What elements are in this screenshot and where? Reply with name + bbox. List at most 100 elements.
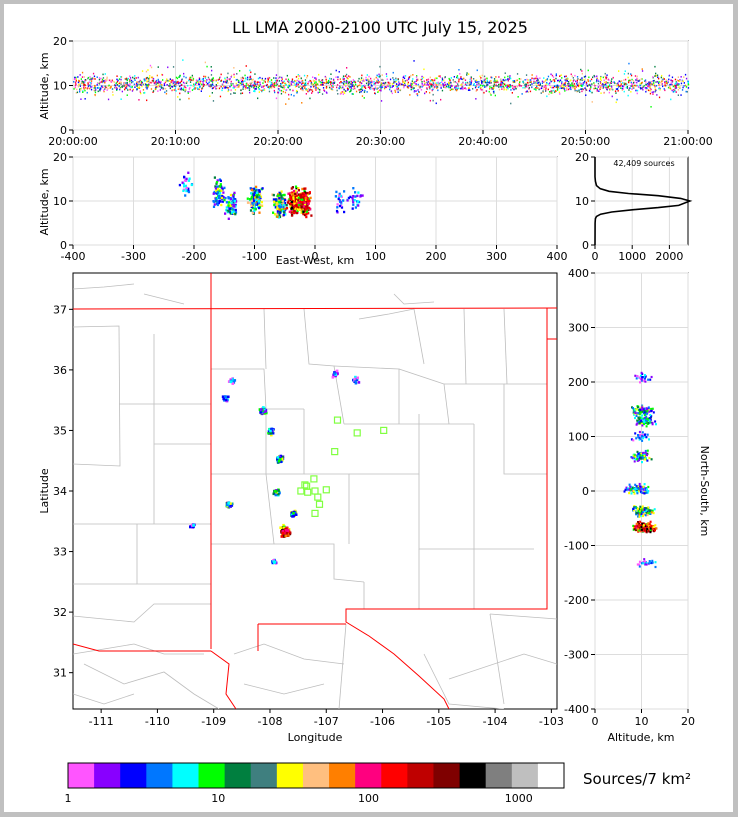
source-point [254, 85, 256, 87]
source-point [183, 82, 186, 85]
source-point [230, 84, 232, 87]
source-point [190, 78, 192, 80]
source-point [618, 80, 620, 82]
source-point [475, 98, 477, 100]
source-point [683, 82, 685, 84]
source-point [622, 85, 624, 87]
source-point [639, 87, 642, 89]
source-point [679, 79, 681, 81]
source-point [104, 80, 106, 82]
source-point [504, 79, 506, 82]
source-point [267, 77, 269, 80]
source-point [422, 76, 425, 79]
source-point [310, 86, 312, 88]
source-point [651, 83, 654, 86]
source-point [219, 95, 222, 98]
x-tick-label: 0 [312, 250, 319, 263]
source-point [107, 85, 109, 87]
source-point [77, 76, 79, 78]
source-cell [357, 191, 360, 194]
source-point [435, 84, 437, 87]
source-point [248, 85, 250, 87]
source-cell [233, 199, 236, 203]
source-point [412, 81, 414, 84]
source-point [434, 83, 436, 86]
source-point [146, 84, 148, 86]
source-point [458, 87, 460, 90]
source-point [671, 89, 673, 92]
source-cell [655, 423, 657, 426]
source-point [202, 78, 204, 80]
source-point [156, 79, 158, 82]
source-cell [642, 514, 644, 518]
source-point [645, 83, 647, 86]
source-cell [293, 211, 296, 214]
source-point [293, 94, 295, 97]
source-cell [646, 417, 649, 420]
source-point [428, 82, 431, 85]
source-point [583, 78, 585, 81]
source-point [116, 88, 118, 91]
source-point [444, 76, 446, 78]
source-point [468, 87, 470, 89]
source-point [202, 81, 204, 84]
source-cell [220, 196, 223, 200]
source-point [628, 62, 630, 65]
source-point [190, 79, 193, 81]
source-point [169, 84, 171, 87]
source-cell [279, 205, 282, 208]
source-point [264, 79, 266, 82]
source-cell [251, 188, 254, 191]
source-cell [274, 205, 277, 209]
source-point [492, 90, 495, 93]
source-cell [278, 215, 282, 219]
source-point [345, 90, 347, 92]
source-cell [630, 492, 633, 495]
source-point [410, 82, 412, 85]
source-point [132, 88, 134, 91]
source-point [375, 76, 377, 79]
source-point [259, 83, 261, 86]
source-point [74, 76, 76, 79]
source-point [225, 87, 227, 89]
source-point [387, 85, 389, 88]
source-point [319, 91, 321, 93]
source-cell [294, 198, 297, 201]
lma-station-marker [353, 429, 361, 437]
source-cell [646, 449, 649, 452]
source-point [644, 80, 646, 82]
source-point [406, 85, 408, 88]
source-point [111, 88, 114, 90]
source-cell [637, 515, 640, 518]
source-point [603, 79, 605, 82]
source-point [480, 87, 482, 89]
source-point [140, 84, 142, 86]
source-point [189, 87, 191, 89]
source-point [97, 86, 99, 89]
source-point [310, 80, 312, 83]
source-point [559, 79, 562, 82]
source-cell [282, 531, 285, 535]
source-point [543, 77, 545, 79]
source-point [395, 84, 397, 87]
source-point [592, 76, 594, 79]
source-point [210, 79, 212, 82]
source-cell [280, 194, 283, 197]
source-point [233, 86, 235, 88]
source-point [115, 83, 117, 85]
source-cell [654, 524, 657, 527]
source-point [394, 91, 397, 93]
source-point [350, 87, 352, 89]
source-cell [628, 483, 631, 486]
source-cell [630, 438, 633, 441]
source-point [636, 92, 638, 95]
source-point [233, 76, 235, 78]
source-point [160, 85, 162, 87]
source-point [248, 89, 251, 91]
source-point [269, 86, 271, 88]
source-cell [253, 191, 256, 194]
source-cell [639, 511, 642, 514]
source-point [297, 75, 299, 77]
source-point [338, 71, 340, 73]
